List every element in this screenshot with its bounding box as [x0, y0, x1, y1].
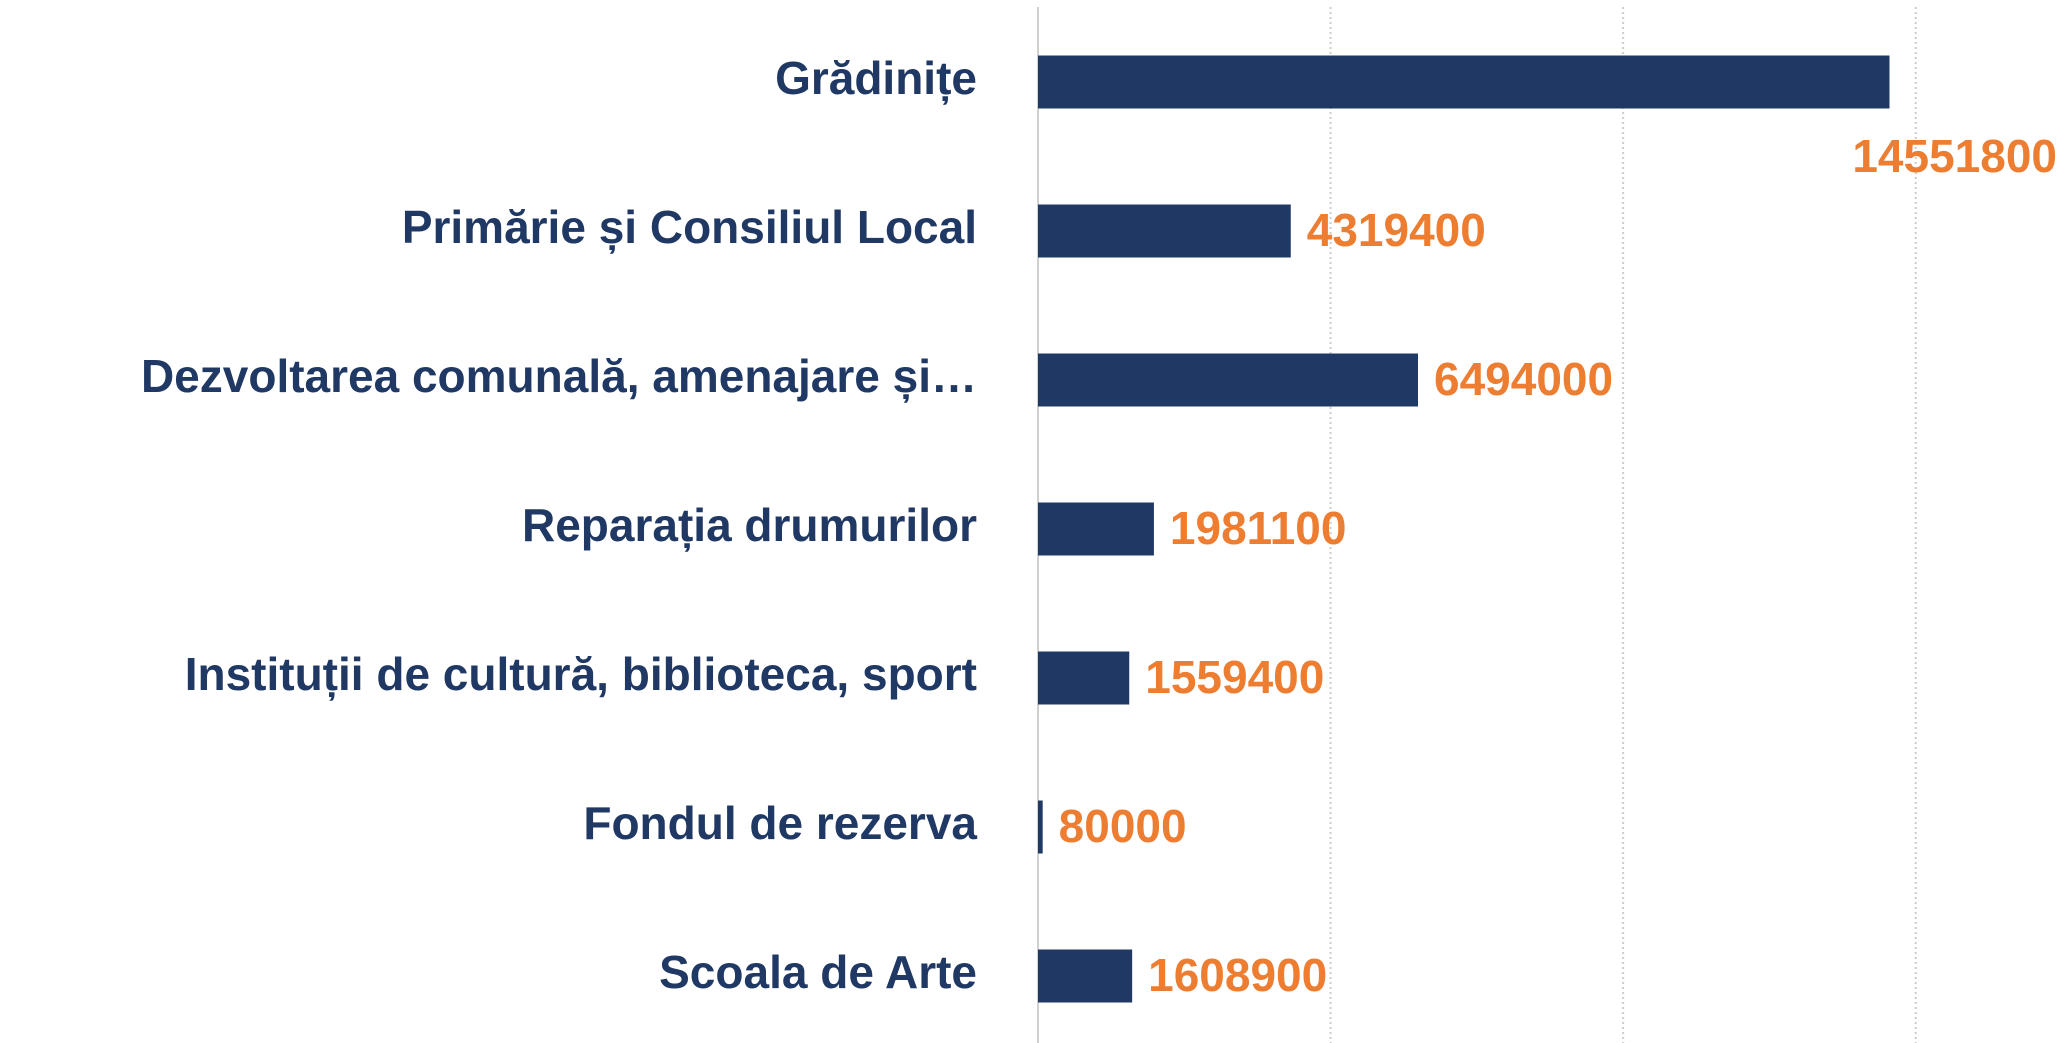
bar	[1038, 949, 1133, 1003]
bar	[1038, 204, 1291, 258]
value-label: 80000	[1059, 800, 1187, 852]
category-label: Dezvoltarea comunală, amenajare și…	[141, 350, 977, 403]
value-label: 1608900	[1148, 949, 1327, 1001]
value-label: 1559400	[1145, 651, 1324, 703]
category-label: Instituții de cultură, biblioteca, sport	[185, 648, 977, 701]
bar	[1038, 55, 1890, 109]
bar	[1038, 353, 1418, 407]
value-label: 1981100	[1170, 502, 1347, 554]
value-label: 4319400	[1307, 204, 1486, 256]
value-label: 6494000	[1434, 353, 1613, 405]
category-label: Primărie și Consiliul Local	[402, 201, 977, 254]
category-label: Grădinițe	[775, 52, 977, 105]
bar	[1038, 800, 1043, 854]
category-label: Reparația drumurilor	[522, 499, 977, 552]
bar	[1038, 651, 1130, 705]
category-label: Fondul de rezerva	[583, 797, 977, 849]
category-label: Scoala de Arte	[659, 946, 977, 998]
value-label: 14551800	[1852, 130, 2057, 182]
bar	[1038, 502, 1154, 556]
